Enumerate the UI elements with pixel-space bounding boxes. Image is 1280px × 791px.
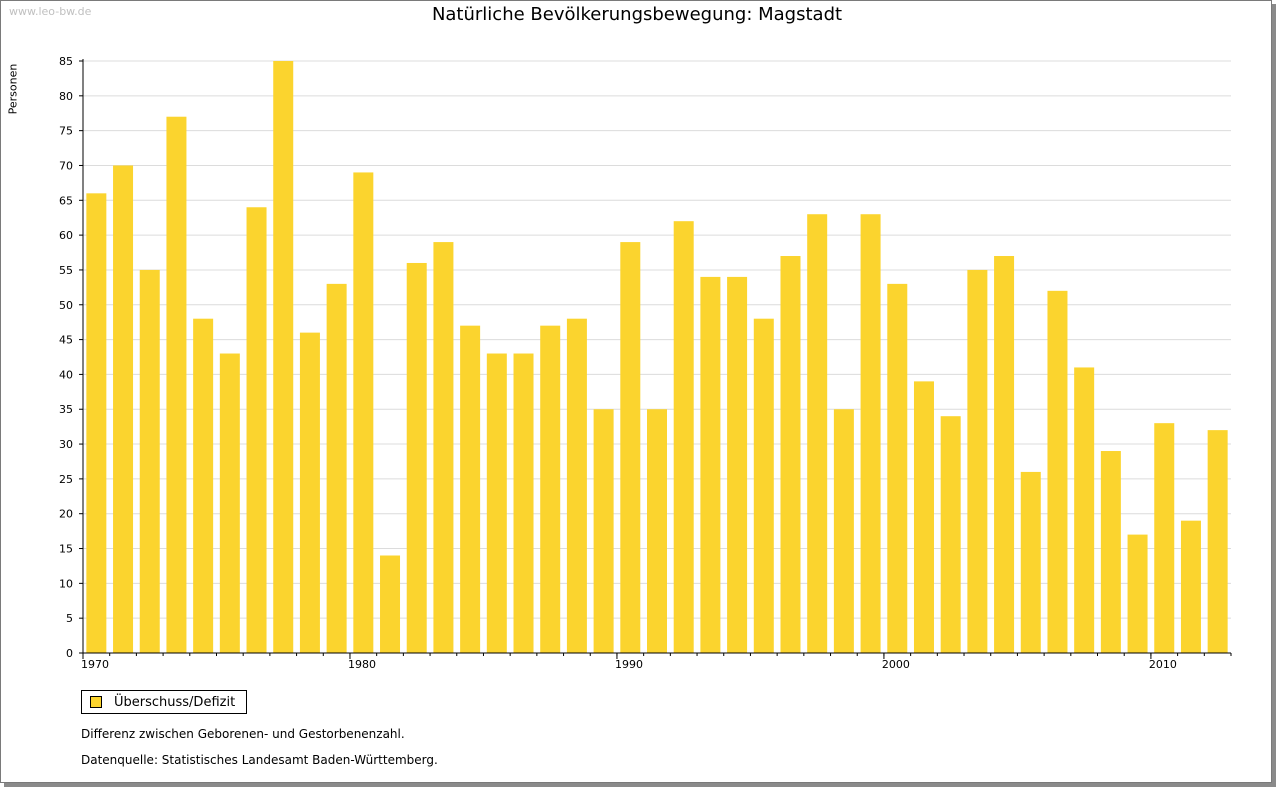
- x-tick-label: 2000: [882, 658, 910, 671]
- bar: [887, 283, 908, 653]
- bar: [273, 61, 294, 653]
- bar: [673, 221, 694, 653]
- bar: [166, 116, 187, 653]
- y-tick-label: 60: [59, 229, 73, 242]
- legend: Überschuss/Defizit: [81, 690, 248, 714]
- bar: [647, 409, 667, 653]
- y-tick-label: 70: [59, 159, 73, 172]
- y-tick-label: 80: [59, 90, 73, 103]
- bar: [406, 262, 427, 653]
- bar: [967, 269, 988, 653]
- y-tick-label: 25: [59, 473, 73, 486]
- bar: [433, 242, 454, 654]
- bar: [219, 353, 240, 653]
- y-tick-label: 85: [59, 55, 73, 68]
- bar: [513, 353, 534, 653]
- bar: [139, 269, 160, 653]
- bar: [86, 193, 107, 653]
- bar: [753, 318, 774, 653]
- bar: [1074, 367, 1095, 653]
- bar: [1127, 534, 1148, 653]
- bar: [1180, 520, 1201, 653]
- y-tick-label: 45: [59, 334, 73, 347]
- y-tick-label: 75: [59, 125, 73, 138]
- bar: [940, 416, 961, 653]
- x-tick-label: 1970: [81, 658, 109, 671]
- bar: [460, 325, 481, 653]
- bar: [299, 332, 320, 653]
- bar: [860, 214, 881, 654]
- y-tick-label: 40: [59, 368, 73, 381]
- bar: [700, 276, 721, 653]
- bar: [1100, 451, 1121, 653]
- bar: [246, 207, 267, 653]
- bar: [913, 381, 934, 653]
- y-tick-label: 55: [59, 264, 73, 277]
- bar: [780, 256, 801, 653]
- bar: [1207, 430, 1228, 653]
- legend-swatch: [90, 696, 102, 708]
- chart-note: Differenz zwischen Geborenen- und Gestor…: [81, 727, 405, 741]
- y-tick-label: 35: [59, 403, 73, 416]
- bar: [353, 172, 374, 653]
- bar: [566, 318, 587, 653]
- x-tick-label: 2010: [1149, 658, 1177, 671]
- bar: [1047, 290, 1068, 653]
- y-tick-label: 15: [59, 543, 73, 556]
- bar: [807, 214, 828, 654]
- y-tick-label: 30: [59, 438, 73, 451]
- x-tick-label: 1980: [348, 658, 376, 671]
- y-tick-label: 0: [66, 647, 73, 660]
- bar: [593, 409, 614, 653]
- bar: [540, 325, 561, 653]
- x-tick-label: 1990: [615, 658, 643, 671]
- chart-title: Natürliche Bevölkerungsbewegung: Magstad…: [431, 4, 843, 25]
- data-source: Datenquelle: Statistisches Landesamt Bad…: [81, 753, 438, 767]
- bar: [1020, 471, 1041, 653]
- legend-label: Überschuss/Defizit: [114, 694, 236, 710]
- bar: [326, 283, 347, 653]
- bar: [620, 242, 641, 654]
- bar: [994, 256, 1015, 653]
- watermark: www.leo-bw.de: [9, 5, 92, 18]
- y-tick-label: 10: [59, 577, 73, 590]
- bar: [833, 409, 854, 653]
- bar: [380, 555, 401, 653]
- y-tick-label: 5: [66, 612, 73, 625]
- y-tick-label: 20: [59, 508, 73, 521]
- bar: [193, 318, 214, 653]
- y-tick-label: 65: [59, 194, 73, 207]
- y-tick-label: 50: [59, 299, 73, 312]
- bar: [486, 353, 507, 653]
- bar: [113, 165, 134, 653]
- bar: [1154, 423, 1175, 653]
- bar-chart: 0 5 10 15 20 25 30 35 40 45 50 55 60 65 70 75 80 85 1970 19…: [59, 55, 1232, 671]
- bar: [727, 276, 748, 653]
